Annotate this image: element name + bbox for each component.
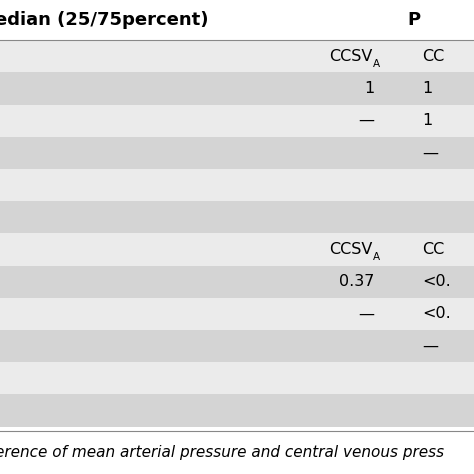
Text: erence of mean arterial pressure and central venous press: erence of mean arterial pressure and cen… (0, 445, 445, 460)
Text: A: A (373, 59, 380, 69)
Text: 1: 1 (364, 81, 374, 96)
Bar (0, 234, 474, 265)
Text: <0.: <0. (422, 306, 451, 321)
Text: CCSV: CCSV (328, 242, 372, 257)
Text: —: — (422, 146, 438, 161)
Bar (0, 137, 474, 169)
Bar (0, 201, 474, 233)
Bar (0, 362, 474, 394)
Bar (0, 73, 474, 105)
Text: CCSV: CCSV (328, 49, 372, 64)
Bar (0, 169, 474, 201)
Text: —: — (358, 113, 374, 128)
Text: <0.: <0. (422, 274, 451, 289)
Text: 1: 1 (422, 113, 432, 128)
Text: —: — (422, 338, 438, 354)
Bar (0, 298, 474, 330)
Text: 0.37: 0.37 (339, 274, 374, 289)
Bar (0, 40, 474, 73)
Bar (0, 105, 474, 137)
Bar (0, 330, 474, 362)
Bar (0, 265, 474, 298)
Text: CC: CC (422, 242, 444, 257)
Text: edian (25/75percent): edian (25/75percent) (0, 11, 209, 29)
Text: A: A (373, 252, 380, 262)
Text: 1: 1 (422, 81, 432, 96)
Bar (0, 0, 474, 40)
Text: CC: CC (422, 49, 444, 64)
Bar (0, 394, 474, 427)
Text: P: P (408, 11, 421, 29)
Text: —: — (358, 306, 374, 321)
